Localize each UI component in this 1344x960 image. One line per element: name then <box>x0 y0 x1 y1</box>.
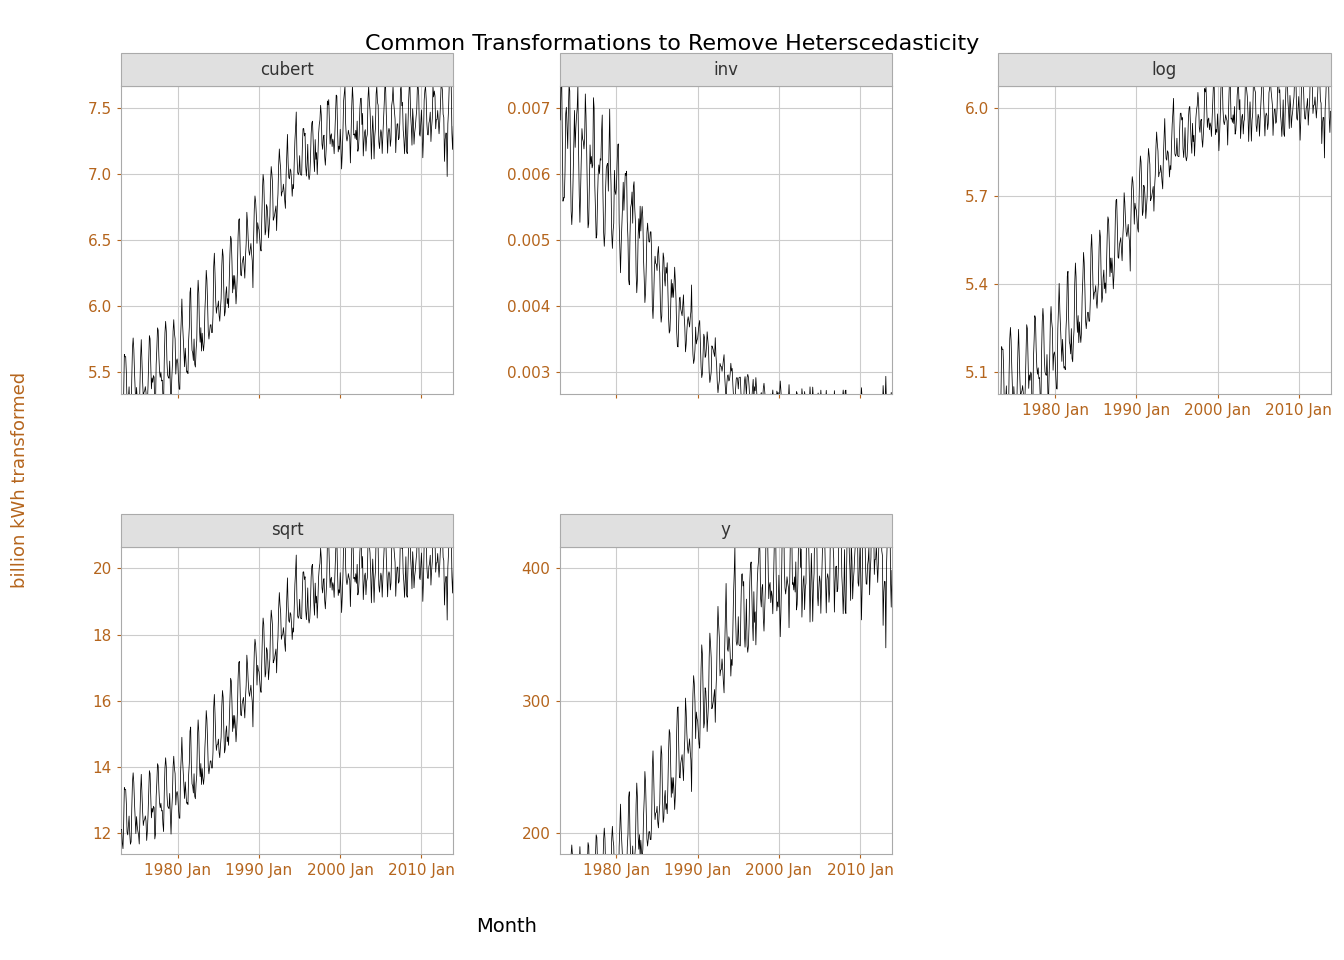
Text: Month: Month <box>476 917 536 936</box>
Text: inv: inv <box>714 60 738 79</box>
Text: billion kWh transformed: billion kWh transformed <box>11 372 30 588</box>
Text: log: log <box>1152 60 1177 79</box>
Text: Common Transformations to Remove Heterscedasticity: Common Transformations to Remove Hetersc… <box>364 34 980 54</box>
Text: y: y <box>720 521 731 540</box>
Text: cubert: cubert <box>261 60 314 79</box>
Text: sqrt: sqrt <box>270 521 304 540</box>
